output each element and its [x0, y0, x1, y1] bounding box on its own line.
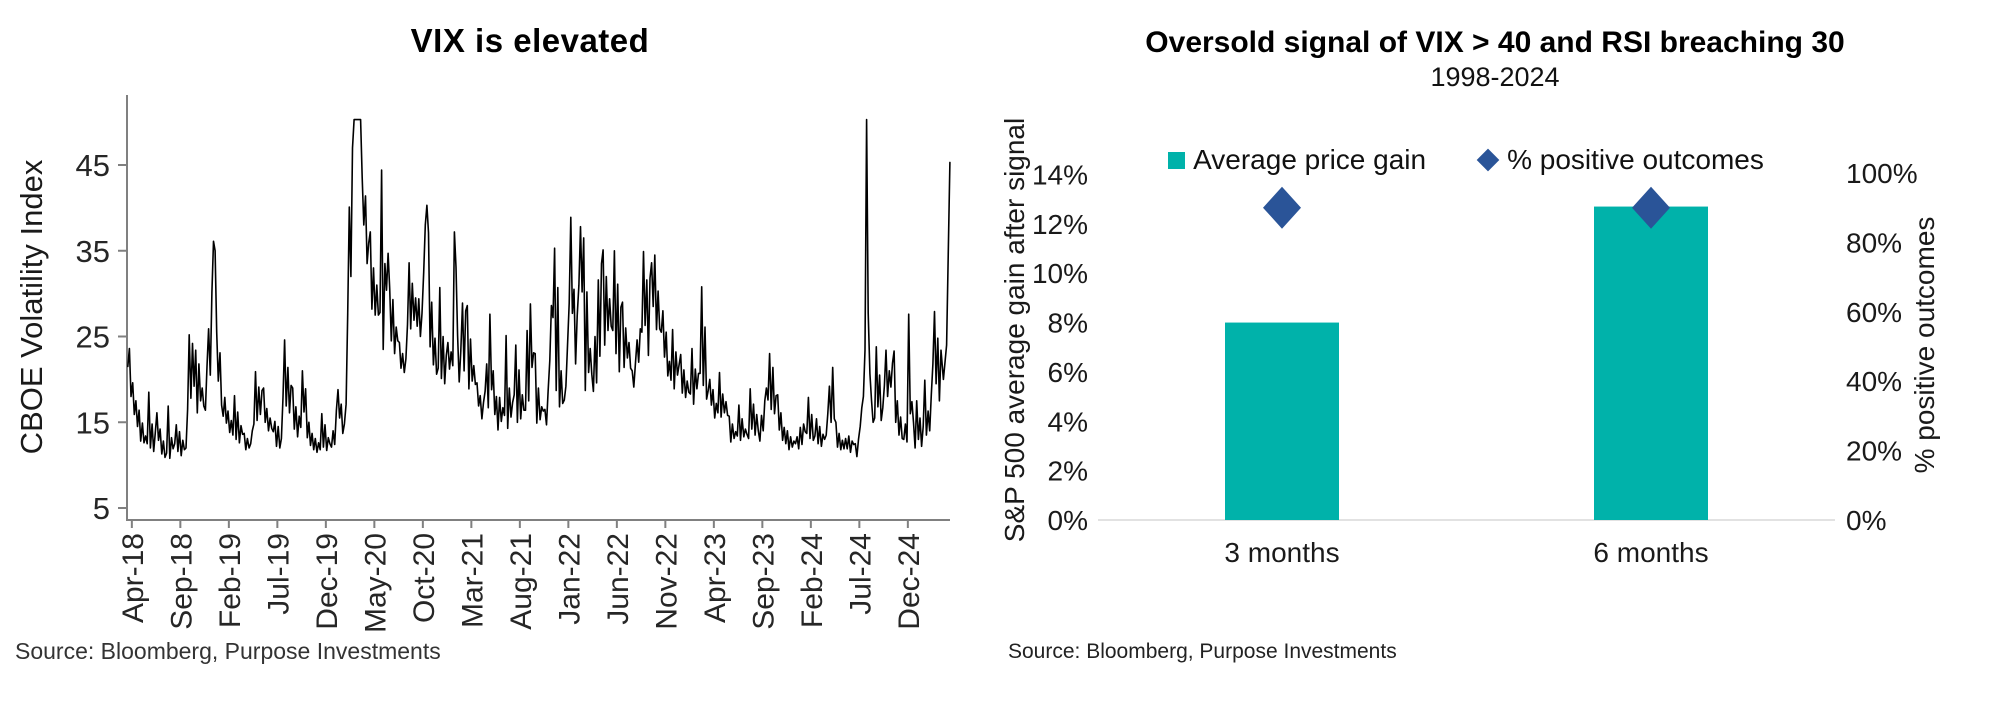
x-tick-label: Jan-22 [553, 533, 586, 625]
x-tick-label: Jun-22 [602, 533, 635, 625]
right-axis-title: % positive outcomes [1909, 217, 1940, 474]
x-tick-label: Mar-21 [456, 533, 489, 628]
x-tick-label: Jul-24 [844, 533, 877, 615]
left-axis-tick-label: 6% [1048, 357, 1088, 388]
legend-item-positive-outcomes: % positive outcomes [1476, 144, 1764, 176]
category-label: 6 months [1593, 537, 1708, 568]
vix-series-line [127, 118, 951, 460]
left-axis-tick-label: 14% [1032, 159, 1088, 190]
oversold-bar-chart-panel: Oversold signal of VIX > 40 and RSI brea… [990, 0, 2000, 701]
x-tick-label: Aug-21 [505, 533, 538, 630]
legend: Average price gain % positive outcomes [990, 144, 1942, 176]
right-chart-subtitle: 1998-2024 [1430, 62, 1560, 92]
left-axis-tick-label: 0% [1048, 505, 1088, 536]
left-axis-tick-label: 10% [1032, 258, 1088, 289]
x-tick-label: Dec-24 [893, 533, 926, 630]
right-axis-tick-label: 100% [1846, 158, 1918, 189]
positive-outcomes-diamond [1632, 186, 1670, 229]
x-tick-label: May-20 [359, 533, 392, 633]
x-tick-label: Feb-19 [214, 533, 247, 628]
legend-item-average-price-gain: Average price gain [1168, 144, 1426, 176]
x-tick-label: Sep-23 [747, 533, 780, 630]
legend-label: % positive outcomes [1507, 144, 1764, 175]
average-price-gain-bar [1225, 322, 1339, 520]
left-axis-title: S&P 500 average gain after signal [999, 118, 1030, 542]
x-tick-label: Feb-24 [796, 533, 829, 628]
legend-label: Average price gain [1193, 144, 1427, 175]
right-axis-tick-label: 80% [1846, 227, 1902, 258]
right-axis-tick-label: 20% [1846, 436, 1902, 467]
oversold-bar-chart: 14% 12% 10% 8% 6% 4% 2% 0% 100% 80% 60% 40% 20% 0% 3 m… [999, 118, 1940, 568]
category-label: 3 months [1224, 537, 1339, 568]
y-axis-title: CBOE Volatility Index [14, 159, 49, 454]
positive-outcomes-diamond [1263, 186, 1301, 229]
y-tick-label: 25 [76, 320, 110, 355]
vix-line-chart-panel: VIX is elevated 45 35 25 15 5 Apr-18 Sep-18 Feb… [14, 22, 951, 664]
x-tick-label: Sep-18 [165, 533, 198, 630]
x-tick-label: Apr-23 [699, 533, 732, 623]
right-chart-source: Source: Bloomberg, Purpose Investments [1008, 640, 1397, 663]
average-price-gain-bar [1594, 206, 1708, 520]
axes-spines [126, 95, 950, 521]
teal-square-icon [1168, 151, 1186, 169]
right-axis-tick-label: 60% [1846, 297, 1902, 328]
right-chart-title: Oversold signal of VIX > 40 and RSI brea… [1145, 26, 1845, 59]
x-tick-label: Oct-20 [408, 533, 441, 623]
left-axis-tick-label: 12% [1032, 209, 1088, 240]
y-tick-label: 5 [93, 491, 110, 526]
left-axis-tick-label: 2% [1048, 456, 1088, 487]
right-axis-tick-label: 40% [1846, 366, 1902, 397]
x-tick-label: Apr-18 [117, 533, 150, 623]
y-tick-label: 15 [76, 405, 110, 440]
left-axis-tick-label: 4% [1048, 406, 1088, 437]
y-tick-label: 35 [76, 234, 110, 269]
left-chart-title: VIX is elevated [410, 22, 650, 59]
left-chart-source: Source: Bloomberg, Purpose Investments [15, 638, 441, 664]
x-tick-label: Nov-22 [650, 533, 683, 630]
x-tick-label: Dec-19 [311, 533, 344, 630]
x-tick-label: Jul-19 [262, 533, 295, 615]
left-axis-tick-label: 8% [1048, 308, 1088, 339]
y-tick-label: 45 [76, 148, 110, 183]
right-axis-tick-label: 0% [1846, 505, 1886, 536]
